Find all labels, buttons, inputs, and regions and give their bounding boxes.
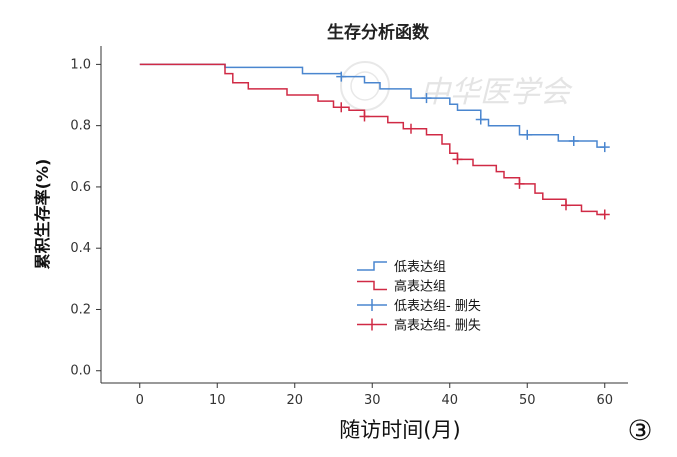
censor-mark: [336, 102, 347, 113]
legend-swatch: [357, 261, 387, 271]
x-tick-label: 20: [286, 393, 303, 408]
legend-item: 高表达组: [357, 279, 446, 295]
censor-mark: [514, 178, 525, 189]
watermark-logo: 中华医学会: [340, 61, 573, 111]
x-tick-label: 60: [596, 393, 613, 408]
legend-item: 低表达组: [357, 260, 446, 275]
legend-swatch: [357, 280, 387, 291]
censor-mark: [475, 114, 486, 125]
survival-curve-high: [139, 63, 605, 216]
x-tick-label: 0: [136, 393, 144, 408]
y-tick-label: 0.0: [70, 364, 91, 379]
legend-item: 低表达组- 删失: [357, 299, 481, 314]
x-tick-label: 50: [519, 393, 536, 408]
x-tick-label: 40: [441, 393, 458, 408]
x-tick-label: 30: [364, 393, 381, 408]
censor-mark: [599, 209, 610, 220]
censor-mark: [421, 93, 432, 104]
x-tick-label: 10: [209, 393, 226, 408]
y-tick-label: 0.8: [70, 119, 91, 134]
y-tick-label: 0.6: [70, 180, 91, 195]
legend-label: 高表达组: [394, 279, 446, 295]
censor-mark: [561, 200, 571, 211]
censor-mark: [406, 123, 416, 134]
censor-mark: [599, 142, 610, 153]
legend-label: 高表达组- 删失: [394, 318, 481, 334]
censor-mark: [522, 129, 533, 140]
x-axis-label: 随访时间(月): [339, 418, 460, 442]
y-tick-label: 1.0: [70, 57, 91, 72]
panel-label: ③: [627, 414, 652, 447]
y-tick-label: 0.2: [70, 302, 91, 317]
censor-mark: [452, 154, 463, 165]
survival-curve-low: [139, 63, 605, 148]
censor-mark: [336, 71, 347, 82]
legend-item: 高表达组- 删失: [357, 318, 481, 334]
censor-mark: [359, 111, 370, 122]
y-tick-label: 0.4: [70, 241, 91, 256]
svg-text:中华医学会: 中华医学会: [420, 75, 573, 110]
chart-title: 生存分析函数: [327, 22, 430, 43]
y-axis-label: 累积生存率(%): [33, 159, 52, 270]
legend-label: 低表达组: [394, 260, 446, 275]
legend-label: 低表达组- 删失: [394, 299, 481, 314]
censor-mark: [568, 135, 579, 146]
